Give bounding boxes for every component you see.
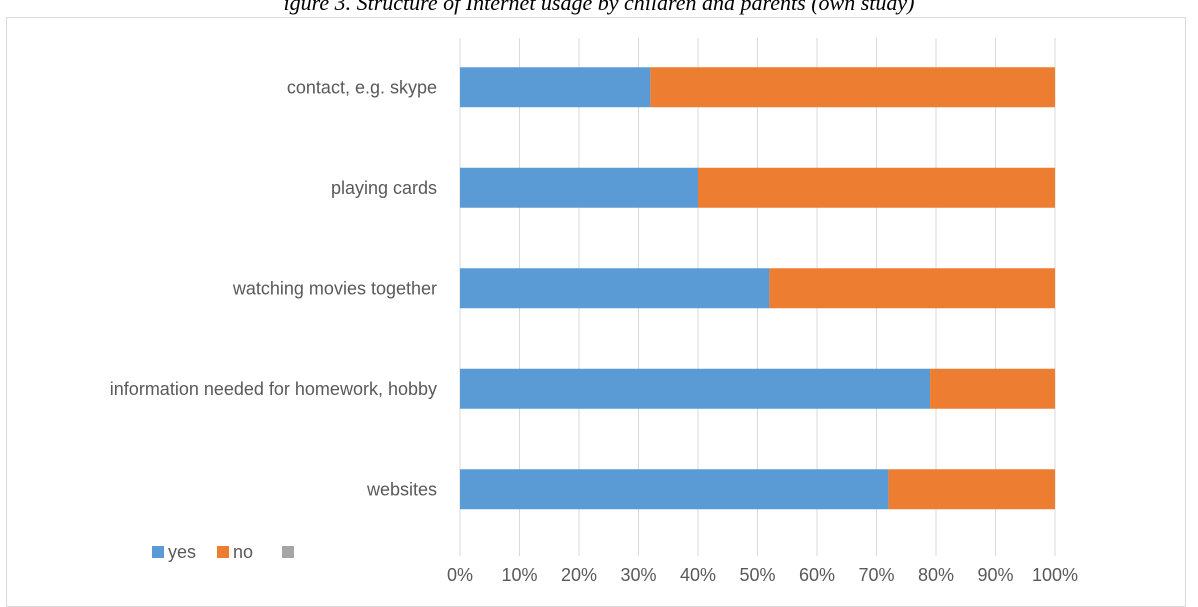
bar-segment-no	[888, 469, 1055, 510]
legend-label: no	[233, 542, 253, 562]
x-tick-label: 80%	[918, 565, 954, 585]
chart-title: igure 3. Structure of Internet usage by …	[283, 0, 915, 15]
legend-swatch	[217, 546, 229, 558]
bars	[460, 67, 1055, 510]
x-tick-label: 40%	[680, 565, 716, 585]
bar-segment-yes	[460, 469, 889, 510]
bar-segment-yes	[460, 368, 931, 409]
x-tick-label: 30%	[620, 565, 656, 585]
legend-swatch	[282, 546, 294, 558]
x-tick-label: 20%	[561, 565, 597, 585]
bar-segment-no	[769, 268, 1055, 309]
legend-label: yes	[168, 542, 196, 562]
bar-segment-yes	[460, 167, 698, 208]
x-tick-label: 90%	[977, 565, 1013, 585]
category-label: playing cards	[331, 178, 437, 198]
category-label: information needed for homework, hobby	[110, 379, 437, 399]
bar-segment-yes	[460, 67, 651, 108]
x-tick-label: 100%	[1032, 565, 1078, 585]
category-labels: contact, e.g. skype playing cards watching…	[110, 77, 437, 499]
x-tick-labels: 0% 10% 20% 30% 40% 50% 60% 70% 80% 90% 100%	[447, 565, 1078, 585]
stacked-bar-chart: contact, e.g. skype playing cards watching…	[110, 38, 1078, 585]
bar-segment-no	[930, 368, 1055, 409]
bar-segment-yes	[460, 268, 770, 309]
category-label: contact, e.g. skype	[287, 77, 437, 97]
x-tick-label: 10%	[501, 565, 537, 585]
legend-swatch	[152, 546, 164, 558]
x-tick-label: 70%	[858, 565, 894, 585]
category-label: websites	[366, 479, 437, 499]
x-tick-label: 60%	[799, 565, 835, 585]
category-label: watching movies together	[232, 278, 437, 298]
bar-segment-no	[698, 167, 1055, 208]
x-tick-label: 0%	[447, 565, 473, 585]
x-tick-label: 50%	[739, 565, 775, 585]
bar-segment-no	[650, 67, 1055, 108]
legend: yes no	[152, 542, 294, 562]
